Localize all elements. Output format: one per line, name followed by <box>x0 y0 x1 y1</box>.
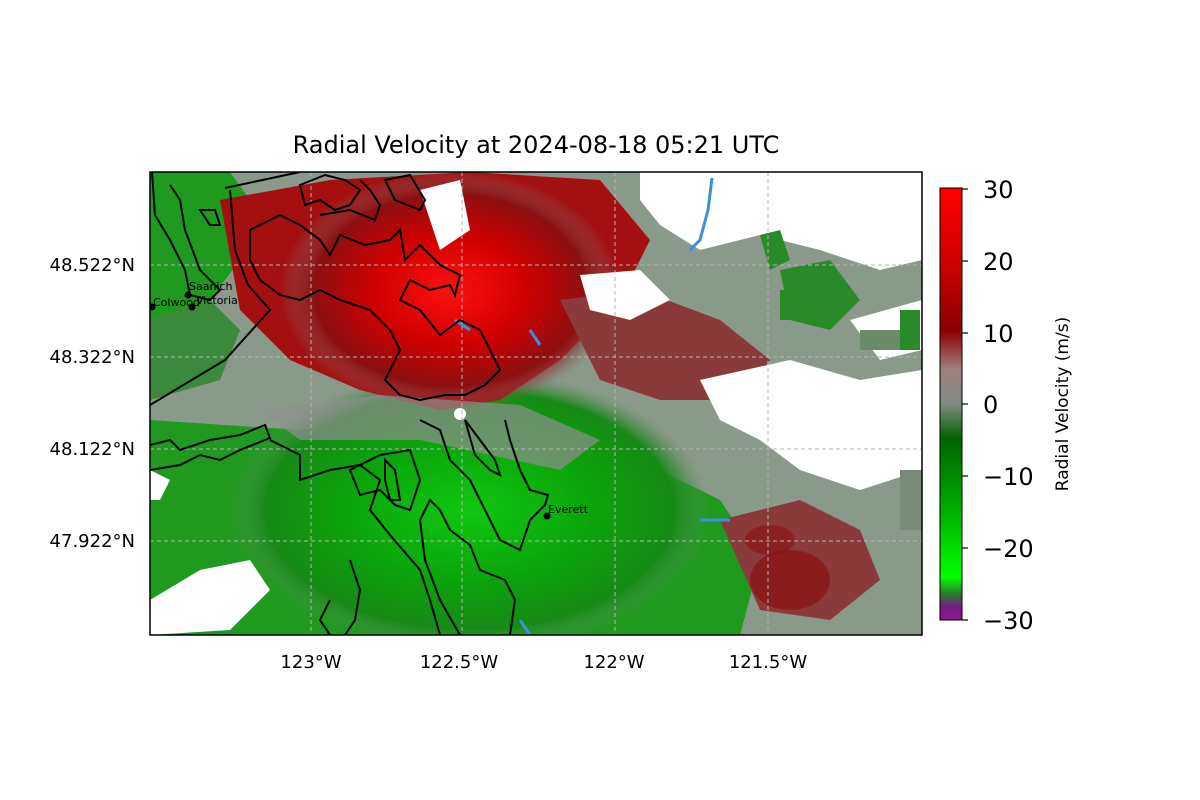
coastlines <box>150 172 550 635</box>
map-frame <box>149 171 923 636</box>
colorbar-tick: −20 <box>983 535 1034 563</box>
city-marker-everett <box>543 512 551 520</box>
city-markers: Saanich Victoria Colwood Everett <box>150 280 589 520</box>
lat-tick-label: 48.322°N <box>50 347 135 368</box>
map-grid <box>150 172 922 635</box>
lon-axis: 123°W 122.5°W 122°W 121.5°W <box>280 652 807 673</box>
city-label-colwood: Colwood <box>153 296 200 309</box>
city-marker-saanich <box>184 291 192 299</box>
lat-axis: 48.522°N 48.322°N 48.122°N 47.922°N <box>50 255 135 552</box>
colorbar-tick: 20 <box>983 248 1014 276</box>
lon-tick-label: 122.5°W <box>420 652 499 673</box>
colorbar-gradient <box>939 187 963 621</box>
lat-tick-label: 48.522°N <box>50 255 135 276</box>
city-marker-colwood <box>150 303 156 311</box>
lon-tick-label: 123°W <box>280 652 341 673</box>
city-label-saanich: Saanich <box>189 280 233 293</box>
chart-title: Radial Velocity at 2024-08-18 05:21 UTC <box>293 131 780 159</box>
lon-tick-label: 121.5°W <box>729 652 808 673</box>
city-label-everett: Everett <box>548 503 589 516</box>
lat-tick-label: 47.922°N <box>50 531 135 552</box>
lat-tick-label: 48.122°N <box>50 439 135 460</box>
radar-map: Saanich Victoria Colwood Everett <box>150 172 922 635</box>
colorbar: 30 20 10 0 −10 −20 −30 Radial Velocity (… <box>939 176 1073 635</box>
colorbar-tick: −30 <box>983 607 1034 635</box>
colorbar-tick: 0 <box>983 391 998 419</box>
city-label-victoria: Victoria <box>196 294 238 307</box>
colorbar-tick: 30 <box>983 176 1014 204</box>
lon-tick-label: 122°W <box>583 652 644 673</box>
colorbar-tick: 10 <box>983 320 1014 348</box>
colorbar-tick: −10 <box>983 463 1034 491</box>
city-marker-victoria <box>188 303 196 311</box>
colorbar-label: Radial Velocity (m/s) <box>1053 317 1073 491</box>
